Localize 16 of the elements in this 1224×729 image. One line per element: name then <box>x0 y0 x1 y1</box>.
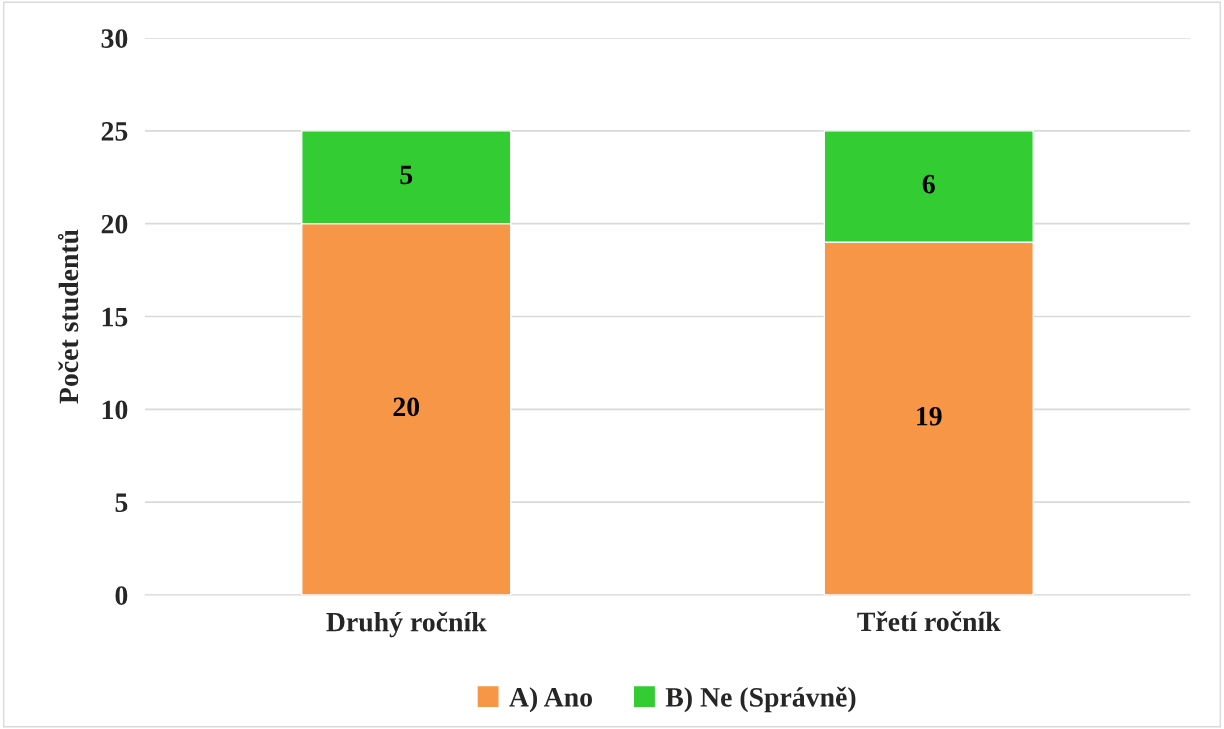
data-label: 19 <box>917 406 942 426</box>
legend-label: B) Ne (Správně) <box>665 686 856 713</box>
y-tick-label: 25 <box>101 122 128 141</box>
x-tick-label: Třetí ročník <box>857 611 1001 632</box>
legend-label: A) Ano <box>509 687 592 713</box>
y-tick-label: 10 <box>102 400 128 420</box>
x-tick-label: Druhý ročník <box>326 611 487 638</box>
y-tick-label: 20 <box>101 214 128 234</box>
y-tick-label: 5 <box>115 493 128 513</box>
y-tick-label: 0 <box>115 586 128 605</box>
data-label: 5 <box>400 165 413 185</box>
data-label: 6 <box>922 174 935 194</box>
y-tick-label: 15 <box>102 307 128 327</box>
data-label: 20 <box>393 397 420 417</box>
y-axis-title: Počet studentů <box>57 229 79 404</box>
y-tick-label: 30 <box>101 29 128 48</box>
